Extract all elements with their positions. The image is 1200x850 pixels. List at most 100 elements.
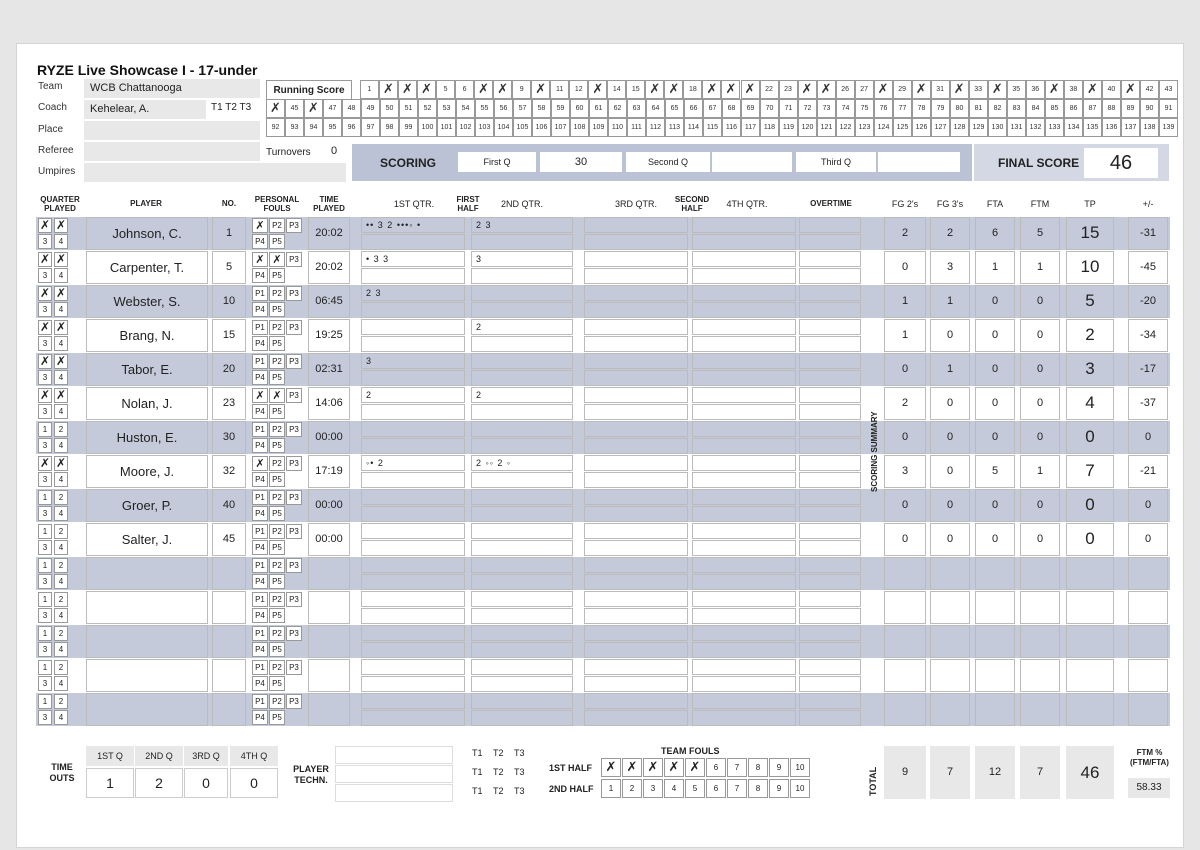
running-score-cell[interactable]: ✗ — [702, 80, 722, 99]
quarter-score-cell[interactable] — [584, 659, 688, 675]
running-score-cell[interactable]: 33 — [968, 80, 988, 99]
quarter-played-box[interactable]: 2 — [54, 626, 68, 641]
stat-cell-ftm[interactable] — [1020, 319, 1060, 352]
stat-cell-tp[interactable] — [1066, 251, 1114, 284]
personal-foul-box[interactable]: P5 — [269, 438, 285, 453]
quarter-score-cell[interactable] — [361, 336, 465, 352]
personal-foul-box[interactable]: P4 — [252, 676, 268, 691]
quarter-played-box[interactable]: 4 — [54, 710, 68, 725]
personal-foul-box[interactable]: P1 — [252, 558, 268, 573]
running-score-cell[interactable]: 52 — [418, 99, 437, 118]
running-score-cell[interactable]: 130 — [988, 118, 1007, 137]
running-score-cell[interactable]: 58 — [532, 99, 551, 118]
quarter-score-cell[interactable] — [361, 370, 465, 386]
running-score-cell[interactable]: 6 — [455, 80, 475, 99]
running-score-cell[interactable]: ✗ — [664, 80, 684, 99]
quarter-score-cell[interactable] — [692, 523, 796, 539]
quarter-score-cell[interactable] — [584, 608, 688, 624]
stat-cell-pm[interactable] — [1128, 489, 1168, 522]
running-score-cell[interactable]: 81 — [969, 99, 988, 118]
stat-cell-fg3[interactable] — [930, 693, 970, 726]
quarter-score-cell[interactable] — [361, 217, 465, 233]
quarter-score-cell[interactable] — [692, 268, 796, 284]
stat-cell-pm[interactable] — [1128, 421, 1168, 454]
personal-foul-box[interactable]: P4 — [252, 268, 268, 283]
quarter-played-box[interactable]: 4 — [54, 438, 68, 453]
stat-cell-fg3[interactable] — [930, 625, 970, 658]
quarter-played-box[interactable]: 4 — [54, 574, 68, 589]
running-score-cell[interactable]: ✗ — [1120, 80, 1140, 99]
time-played-cell[interactable] — [308, 319, 350, 352]
time-played-cell[interactable] — [308, 455, 350, 488]
personal-foul-box[interactable]: ✗ — [252, 218, 268, 233]
stat-cell-ftm[interactable] — [1020, 387, 1060, 420]
quarter-score-cell[interactable] — [471, 489, 573, 505]
stat-cell-fta[interactable] — [975, 693, 1015, 726]
time-played-cell[interactable] — [308, 489, 350, 522]
stat-cell-ftm[interactable] — [1020, 455, 1060, 488]
running-score-cell[interactable]: 132 — [1026, 118, 1045, 137]
timeout-value-4[interactable]: 0 — [230, 768, 278, 798]
quarter-score-cell[interactable] — [361, 557, 465, 573]
quarter-score-cell[interactable] — [584, 472, 688, 488]
quarter-score-cell[interactable] — [692, 506, 796, 522]
personal-foul-box[interactable]: P1 — [252, 524, 268, 539]
player-name-cell[interactable] — [86, 489, 208, 522]
stat-cell-ftm[interactable] — [1020, 693, 1060, 726]
running-score-cell[interactable]: 50 — [380, 99, 399, 118]
running-score-cell[interactable]: 53 — [437, 99, 456, 118]
player-number-cell[interactable] — [212, 455, 246, 488]
running-score-cell[interactable]: 65 — [665, 99, 684, 118]
time-played-cell[interactable] — [308, 693, 350, 726]
quarter-played-box[interactable]: ✗ — [54, 388, 68, 403]
stat-cell-fg3[interactable] — [930, 489, 970, 522]
running-score-cell[interactable]: ✗ — [1044, 80, 1064, 99]
quarter-score-cell[interactable] — [471, 353, 573, 369]
quarter-score-cell[interactable] — [471, 302, 573, 318]
running-score-cell[interactable]: 94 — [304, 118, 323, 137]
quarter-score-cell[interactable] — [799, 336, 861, 352]
quarter-score-cell[interactable] — [799, 472, 861, 488]
running-score-cell[interactable]: 72 — [798, 99, 817, 118]
quarter-score-cell[interactable] — [361, 591, 465, 607]
running-score-cell[interactable]: ✗ — [531, 80, 551, 99]
stat-cell-fta[interactable] — [975, 285, 1015, 318]
running-score-cell[interactable]: 49 — [361, 99, 380, 118]
quarter-played-box[interactable]: ✗ — [38, 218, 52, 233]
player-name-cell[interactable] — [86, 217, 208, 250]
quarter-score-cell[interactable] — [799, 285, 861, 301]
quarter-score-cell[interactable] — [471, 710, 573, 726]
quarter-score-cell[interactable] — [799, 234, 861, 250]
stat-cell-fg2[interactable] — [884, 659, 926, 692]
running-score-cell[interactable]: ✗ — [797, 80, 817, 99]
personal-foul-box[interactable]: P2 — [269, 660, 285, 675]
player-number-cell[interactable] — [212, 693, 246, 726]
running-score-cell[interactable]: ✗ — [266, 99, 285, 118]
personal-foul-box[interactable]: P2 — [269, 626, 285, 641]
player-name-cell[interactable] — [86, 285, 208, 318]
quarter-played-box[interactable]: 4 — [54, 540, 68, 555]
stat-cell-tp[interactable] — [1066, 489, 1114, 522]
quarter-played-box[interactable]: ✗ — [54, 354, 68, 369]
time-played-cell[interactable] — [308, 421, 350, 454]
personal-foul-box[interactable]: P3 — [286, 422, 302, 437]
technical-tag[interactable]: T1 — [472, 748, 483, 758]
stat-cell-fg3[interactable] — [930, 591, 970, 624]
stat-cell-fg2[interactable] — [884, 353, 926, 386]
running-score-cell[interactable]: 109 — [589, 118, 608, 137]
stat-cell-tp[interactable] — [1066, 625, 1114, 658]
quarter-score-cell[interactable] — [799, 438, 861, 454]
quarter-score-cell[interactable] — [799, 251, 861, 267]
personal-foul-box[interactable]: P2 — [269, 218, 285, 233]
quarter-score-cell[interactable] — [584, 217, 688, 233]
player-name-cell[interactable] — [86, 625, 208, 658]
quarter-score-cell[interactable] — [471, 574, 573, 590]
running-score-cell[interactable]: 95 — [323, 118, 342, 137]
stat-cell-pm[interactable] — [1128, 455, 1168, 488]
quarter-score-cell[interactable] — [799, 693, 861, 709]
quarter-score-cell[interactable] — [471, 676, 573, 692]
quarter-score-cell[interactable] — [584, 625, 688, 641]
quarter-score-cell[interactable] — [361, 421, 465, 437]
team-foul-box[interactable]: 4 — [664, 779, 684, 798]
running-score-cell[interactable]: ✗ — [645, 80, 665, 99]
